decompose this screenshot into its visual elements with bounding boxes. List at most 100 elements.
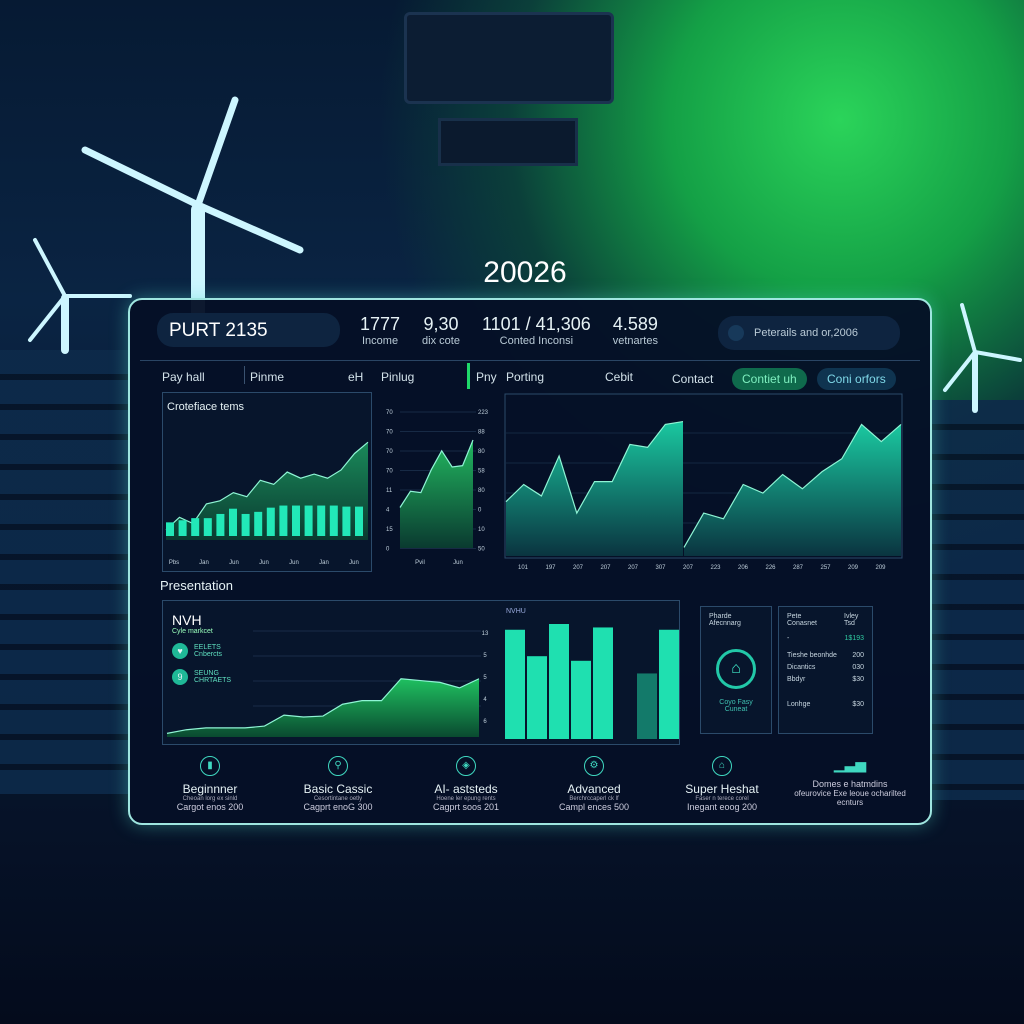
- chart-5-title: NVHU: [506, 608, 526, 615]
- stats-row: 1777 Income 9,30 dix cote 1101 / 41,306 Con…: [360, 314, 658, 347]
- row-label: Bbdyr: [787, 676, 806, 683]
- chart-2-y-tick-left: 0: [386, 547, 390, 553]
- table-row: Lonhge $30: [787, 701, 864, 708]
- chart-2-y-tick-right: 10: [478, 527, 485, 533]
- chart-1-bar: [229, 508, 237, 536]
- chart-4-subtitle: Cyle markcet: [172, 628, 213, 635]
- plan-title: Super Heshat: [685, 782, 759, 796]
- plan-title: AI- aststeds: [434, 782, 498, 796]
- chart-5-bar: [549, 624, 569, 739]
- chart-1-x-tick: Jun: [349, 560, 359, 566]
- chart-2-area: [400, 440, 473, 548]
- card-title: Pharde: [709, 613, 732, 620]
- tab-contact[interactable]: Contact: [672, 372, 714, 386]
- chart-4-y-tick: 5: [483, 675, 487, 681]
- plan-desc: Faser n terece corel: [695, 796, 749, 802]
- chart-1-bar: [304, 505, 313, 536]
- chart-2-y-tick-left: 11: [386, 488, 393, 494]
- chart-2-y-tick-right: 80: [478, 449, 485, 455]
- chart-4: 13 5 5 4 6: [166, 630, 489, 737]
- plan-desc: Hoene ler epung rents: [436, 796, 496, 802]
- row-value: $30: [852, 676, 864, 683]
- chart-5-bar: [637, 673, 657, 739]
- date-filter-label: Peterails and or,2006: [754, 327, 858, 339]
- plan-sub: ofeurovice Exe leoue ocharilted ecnturs: [794, 789, 906, 807]
- chart-1-bar: [203, 518, 212, 536]
- chart-1-x-tick: Jun: [259, 560, 269, 566]
- chart-2-y-tick-right: 80: [478, 488, 485, 494]
- lock-icon: ⌂: [716, 649, 756, 689]
- chart-1-bar: [342, 506, 351, 536]
- stat-dix: 9,30 dix cote: [422, 314, 460, 347]
- chart-4-legend: NVH Cyle markcet ♥ EELETS Cnbercts 9 SEUN…: [172, 612, 231, 685]
- tab-pinme[interactable]: Pinme: [250, 370, 285, 384]
- options-button[interactable]: Coni orfors: [817, 368, 896, 390]
- stat-conted: 1101 / 41,306 Conted Inconsi: [482, 314, 591, 347]
- chart-2-y-tick-left: 70: [386, 430, 393, 436]
- year-title: 20026: [483, 256, 567, 289]
- chart-3-x-tick: 226: [765, 565, 776, 571]
- chart-4-y-tick: 5: [483, 653, 487, 659]
- card-caption: Coyo Fasy Cuneat: [719, 699, 753, 713]
- stat-value: 4.589: [612, 314, 658, 334]
- stat-income: 1777 Income: [360, 314, 400, 347]
- chart-3-x-tick: 206: [738, 565, 749, 571]
- chart-4-y-tick: 6: [483, 719, 487, 725]
- active-tab-indicator: [467, 363, 470, 389]
- stat-label: Income: [361, 335, 399, 347]
- chart-3-x-tick: 223: [710, 565, 721, 571]
- chart-1: Pbs Jan Jun Jun Jun Jan Jun: [165, 441, 369, 566]
- plan-sub: Cagprt soos 201: [432, 802, 500, 812]
- stat-value: 9,30: [423, 314, 459, 334]
- chart-5: NVHU: [505, 608, 679, 739]
- chart-1-bar: [216, 513, 225, 536]
- plan-advanced[interactable]: ⚙ Advanced Berchrccaperl ck lf Campl ences …: [534, 756, 654, 812]
- date-filter[interactable]: Peterails and or,2006: [718, 316, 900, 350]
- tab-pny[interactable]: Pny: [476, 370, 497, 384]
- plan-icon: ⌂: [712, 756, 732, 776]
- tab-pay-hall[interactable]: Pay hall: [162, 370, 205, 384]
- tab-eh[interactable]: eH: [348, 370, 364, 384]
- chart-2-y-tick-left: 4: [386, 508, 390, 514]
- signal-icon: ▁▃▅: [833, 756, 867, 772]
- legend-label: SEUNG: [194, 670, 219, 677]
- chart-4-area: [167, 678, 479, 737]
- chart-2-x-tick: Jun: [453, 560, 463, 566]
- chart-1-bar: [355, 506, 363, 536]
- chart-1-x-tick: Jun: [229, 560, 239, 566]
- legend-item: 9 SEUNG CHRTAETS: [172, 669, 231, 685]
- plan-custom[interactable]: ▁▃▅ Domes e hatmdins ofeurovice Exe leoue …: [790, 756, 910, 812]
- row-label: Tieshe beonhde: [787, 652, 837, 659]
- chart-1-bar: [178, 520, 187, 536]
- divider: [140, 360, 920, 361]
- plan-ai-assisted[interactable]: ◈ AI- aststeds Hoene ler epung rents Cagprt…: [406, 756, 526, 812]
- contact-us-button[interactable]: Contiet uh: [732, 368, 807, 390]
- plan-super[interactable]: ⌂ Super Heshat Faser n terece corel Inegant…: [662, 756, 782, 812]
- chart-1-bar: [266, 507, 275, 536]
- chart-3-x-tick: 287: [793, 565, 804, 571]
- chart-5-bar: [505, 629, 525, 739]
- tab-porting[interactable]: Porting: [506, 370, 545, 384]
- plan-beginner[interactable]: ▮ Beginnner Cheoan lorg ex sinld Cargot eno…: [150, 756, 270, 812]
- chart-1-bar: [317, 505, 326, 536]
- chart-2-y-tick-left: 70: [386, 410, 393, 416]
- chart-1-title: Crotefiace tems: [167, 401, 245, 413]
- row-label: -: [787, 635, 790, 642]
- chart-3-x-tick: 207: [600, 565, 611, 571]
- row-label: Lonhge: [787, 701, 811, 708]
- chart-1-x-tick: Jan: [319, 560, 329, 566]
- chart-3-frame: [504, 393, 903, 559]
- chart-1-bar: [241, 513, 250, 536]
- tab-cebit[interactable]: Cebit: [605, 370, 634, 384]
- heart-icon: ♥: [172, 643, 188, 659]
- plan-sub: Campl ences 500: [558, 802, 630, 812]
- chart-5-bar: [527, 656, 547, 739]
- plan-desc: Berchrccaperl ck lf: [569, 796, 619, 802]
- plan-basic[interactable]: ⚲ Basic Cassic Cesortintane oetly Cagprt en…: [278, 756, 398, 812]
- chart-1-bar: [329, 505, 338, 536]
- chart-1-x-tick: Jan: [199, 560, 209, 566]
- tab-pinlug[interactable]: Pinlug: [381, 370, 415, 384]
- chart-1-bar: [191, 518, 200, 536]
- chart-2: 70 70 70 70 11 4 15 0 223 88 80 58 80 0 10 50 Pvil Jun: [386, 410, 489, 566]
- stat-label: dix cote: [422, 335, 460, 347]
